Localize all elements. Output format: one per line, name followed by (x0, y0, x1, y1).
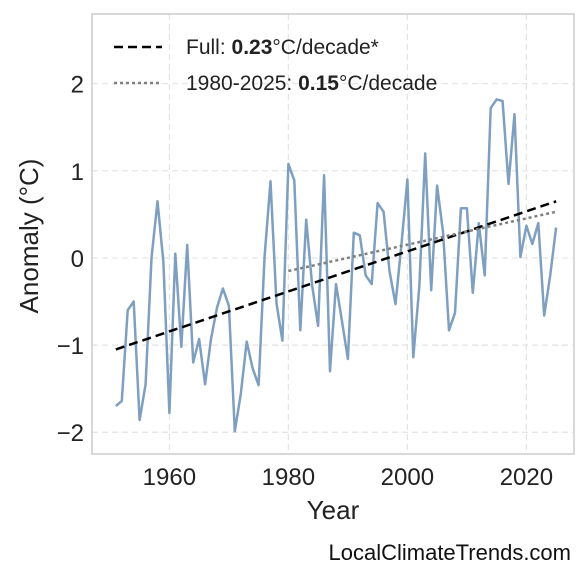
legend-label-recent: 1980-2025: 0.15°C/decade (186, 72, 437, 95)
legend-full-suffix: °C/decade* (272, 36, 378, 59)
y-axis-label: Anomaly (°C) (14, 159, 44, 314)
watermark: LocalClimateTrends.com (328, 540, 572, 565)
legend-recent-prefix: 1980-2025: (186, 72, 298, 95)
x-axis-label: Year (307, 495, 360, 525)
y-tick-label: −1 (57, 333, 84, 360)
grid (92, 14, 574, 454)
plot-background (92, 14, 574, 454)
y-axis-ticks: −2 −1 0 1 2 (57, 72, 84, 448)
y-tick-label: 2 (71, 72, 84, 99)
legend-label-full: Full: 0.23°C/decade* (186, 36, 379, 59)
legend-recent-suffix: °C/decade (339, 72, 437, 95)
trend-line-full (115, 200, 557, 351)
series-line (114, 98, 558, 433)
x-tick-label: 1960 (143, 464, 196, 491)
y-tick-label: 1 (71, 159, 84, 186)
y-tick-label: 0 (71, 246, 84, 273)
y-tick-label: −2 (57, 420, 84, 447)
plot-frame (91, 13, 575, 455)
x-tick-label: 2020 (500, 464, 553, 491)
legend-full-prefix: Full: (186, 36, 232, 59)
legend-full-value: 0.23 (232, 36, 273, 59)
x-tick-label: 2000 (381, 464, 434, 491)
legend-recent-value: 0.15 (298, 72, 339, 95)
x-axis-ticks: 1960 1980 2000 2020 (143, 464, 553, 491)
legend: Full: 0.23°C/decade* 1980-2025: 0.15°C/d… (114, 36, 437, 95)
trend-line-1980-2025 (288, 210, 557, 273)
x-tick-label: 1980 (262, 464, 315, 491)
